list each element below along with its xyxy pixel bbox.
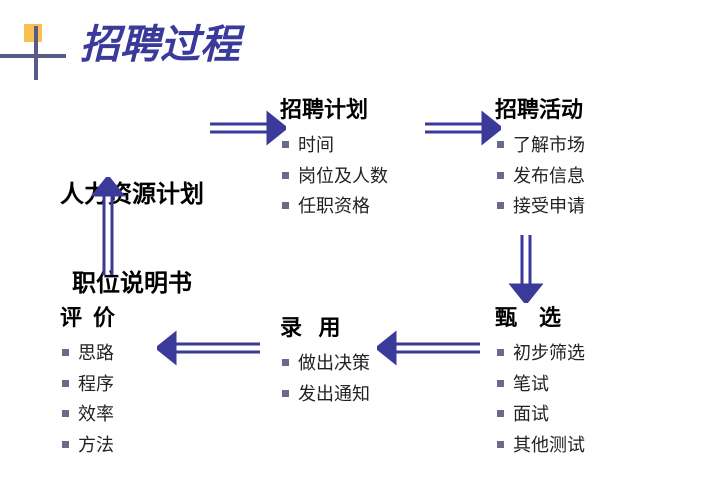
list-item: 做出决策: [280, 348, 370, 379]
list-item: 初步筛选: [495, 338, 585, 369]
slide-title: 招聘过程: [80, 12, 240, 70]
node-items: 做出决策 发出通知: [280, 348, 370, 409]
list-item: 效率: [60, 399, 115, 430]
node-items: 时间 岗位及人数 任职资格: [280, 130, 388, 222]
node-items: 了解市场 发布信息 接受申请: [495, 130, 585, 222]
arrow-a4: [377, 330, 480, 371]
list-item: 发出通知: [280, 379, 370, 410]
node-items: 初步筛选 笔试 面试 其他测试: [495, 338, 585, 460]
node-recruitment-activities: 招聘活动 了解市场 发布信息 接受申请: [495, 92, 585, 222]
title-decor-icon: [20, 30, 60, 70]
node-heading: 招聘活动: [495, 92, 585, 124]
list-item: 任职资格: [280, 191, 388, 222]
node-heading: 招聘计划: [280, 92, 388, 124]
list-item: 面试: [495, 399, 585, 430]
list-item: 其他测试: [495, 430, 585, 461]
slide-title-block: 招聘过程: [20, 12, 240, 70]
list-item: 笔试: [495, 369, 585, 400]
node-recruitment-plan: 招聘计划 时间 岗位及人数 任职资格: [280, 92, 388, 222]
node-heading: 录 用: [280, 310, 370, 342]
node-evaluate: 评 价 思路 程序 效率 方法: [60, 300, 115, 460]
arrow-a2: [425, 110, 501, 151]
node-hire: 录 用 做出决策 发出通知: [280, 310, 370, 409]
node-selection: 甄 选 初步筛选 笔试 面试 其他测试: [495, 300, 585, 460]
arrow-a6: [90, 177, 126, 280]
arrow-a5: [157, 330, 260, 371]
list-item: 思路: [60, 338, 115, 369]
list-item: 方法: [60, 430, 115, 461]
list-item: 接受申请: [495, 191, 585, 222]
list-item: 时间: [280, 130, 388, 161]
node-heading: 评 价: [60, 300, 115, 332]
list-item: 了解市场: [495, 130, 585, 161]
node-items: 思路 程序 效率 方法: [60, 338, 115, 460]
list-item: 发布信息: [495, 161, 585, 192]
arrow-a3: [508, 235, 544, 308]
list-item: 岗位及人数: [280, 161, 388, 192]
list-item: 程序: [60, 369, 115, 400]
arrow-a1: [210, 110, 286, 151]
